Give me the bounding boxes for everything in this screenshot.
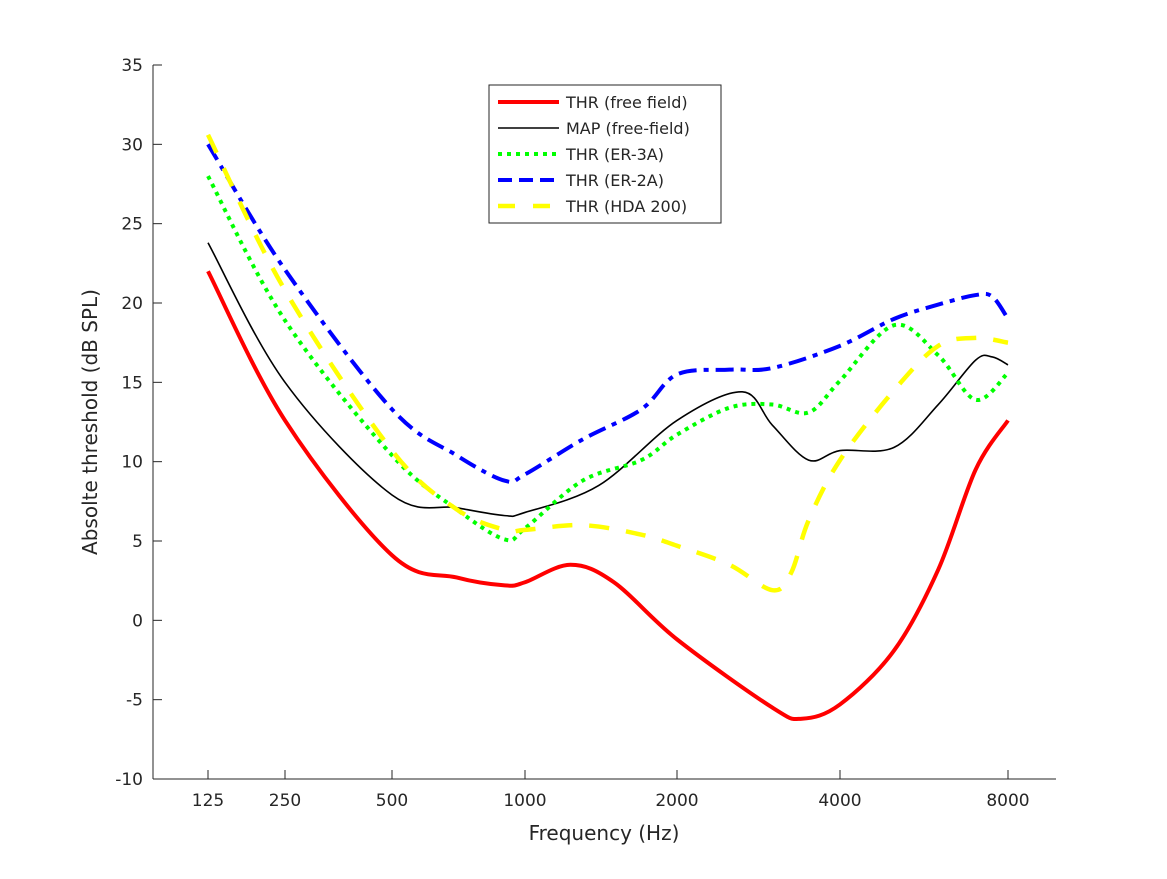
series-line-3: [206, 143, 1010, 485]
x-tick-label: 250: [269, 791, 301, 811]
legend-label: THR (HDA 200): [565, 197, 687, 216]
x-tick-label: 4000: [818, 791, 861, 811]
x-tick-label: 8000: [986, 791, 1029, 811]
y-tick-label: 35: [121, 56, 143, 76]
y-tick-label: 20: [121, 294, 143, 314]
y-tick-label: 25: [121, 215, 143, 235]
axes: 125 250 500 1000 2000 4000 8000 -10 -5 0 5 10 15 20 25…: [115, 56, 1056, 811]
series-line-4: [205, 133, 1009, 593]
y-tick-label: 10: [121, 453, 143, 473]
legend-label: THR (ER-3A): [565, 145, 664, 164]
x-tick-label: 1000: [503, 791, 546, 811]
legend-label: THR (ER-2A): [565, 171, 664, 190]
y-tick-label: 5: [132, 532, 143, 552]
series-line-1: [207, 242, 1009, 518]
series-line-0: [206, 270, 1010, 722]
legend-label: MAP (free-field): [566, 119, 690, 138]
series-line-2: [206, 175, 1010, 543]
series-lines: [205, 133, 1010, 722]
legend: THR (free field) MAP (free-field) THR (ER-…: [488, 84, 722, 224]
y-tick-label: -5: [126, 691, 143, 711]
y-axis-label: Absolte threshold (dB SPL): [78, 289, 102, 555]
x-tick-label: 125: [192, 791, 224, 811]
x-tick-label: 500: [376, 791, 408, 811]
x-tick-label: 2000: [655, 791, 698, 811]
y-tick-label: -10: [115, 770, 143, 790]
y-tick-label: 30: [121, 135, 143, 155]
x-axis-label: Frequency (Hz): [529, 821, 680, 845]
legend-label: THR (free field): [565, 93, 688, 112]
y-tick-label: 0: [132, 611, 143, 631]
y-tick-label: 15: [121, 373, 143, 393]
